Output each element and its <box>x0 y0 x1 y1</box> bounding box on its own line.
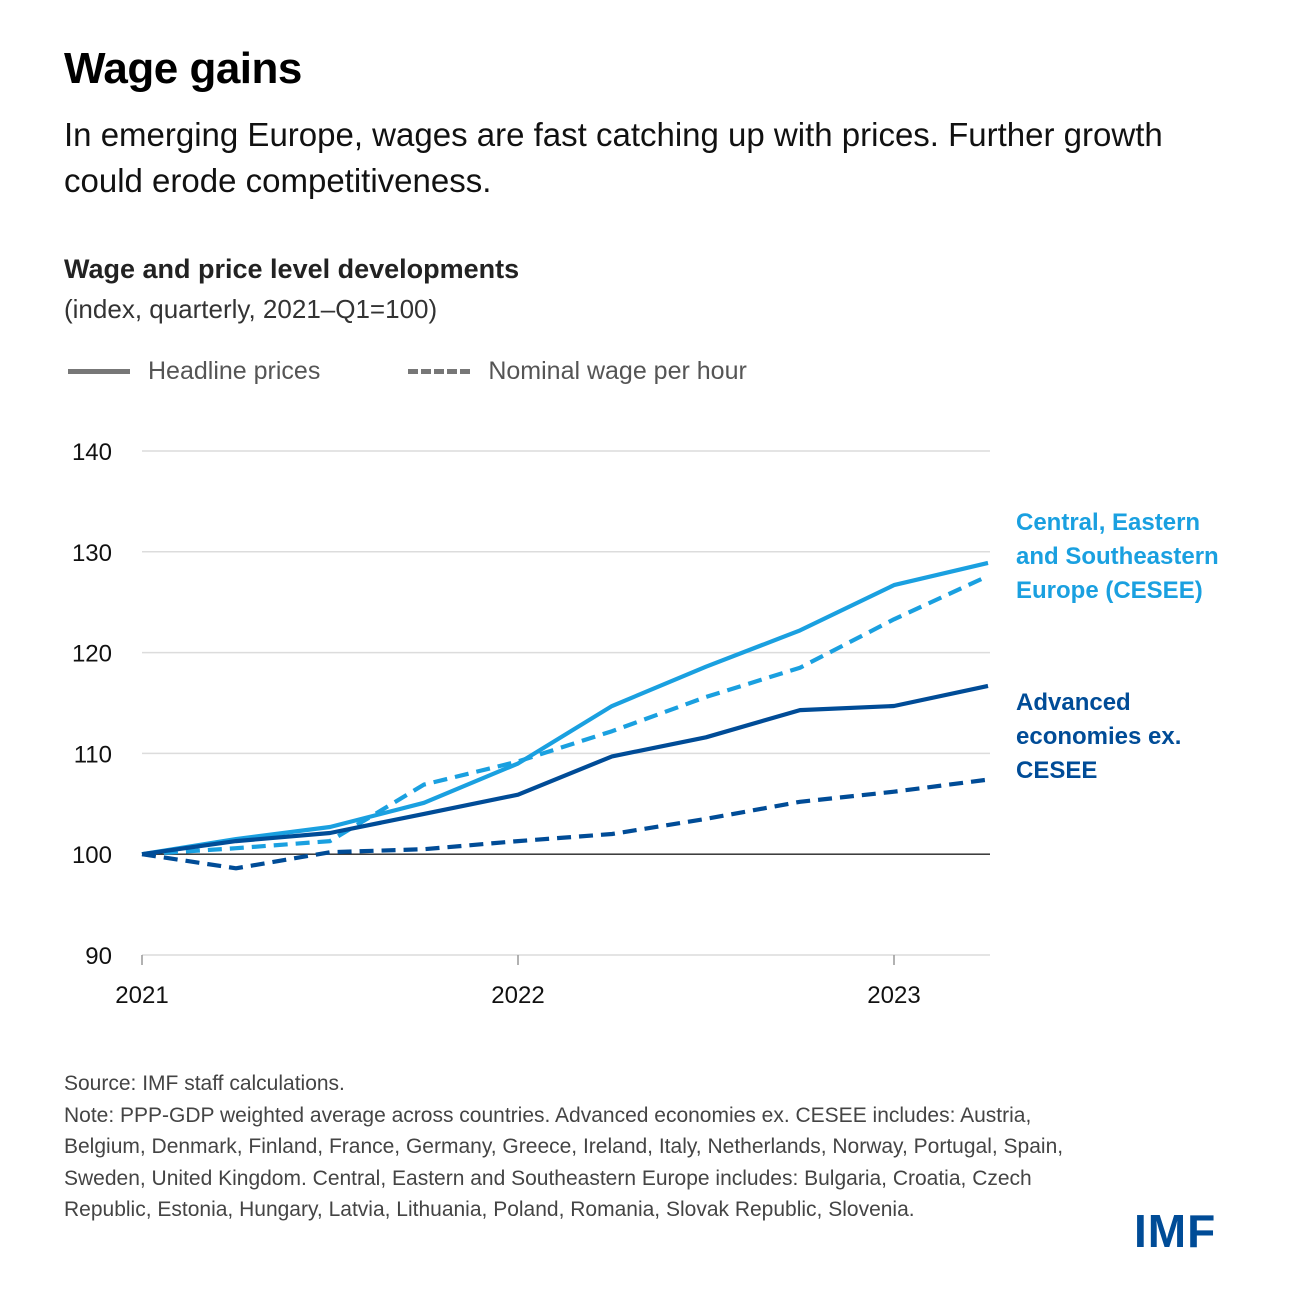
series-label-line: CESEE <box>1016 757 1098 784</box>
axes: 90 100 110 120 130 140 2021 2022 2023 <box>72 439 990 1009</box>
legend-label: Nominal wage per hour <box>488 356 747 385</box>
page-title: Wage gains <box>64 44 302 93</box>
y-tick-label: 100 <box>72 842 112 869</box>
imf-logo: IMF <box>1134 1205 1217 1257</box>
series-label-advanced-economies: Advanced economies ex. CESEE <box>1016 686 1181 788</box>
x-tick-label: 2021 <box>115 982 168 1009</box>
chart-title: Wage and price level developments <box>64 254 520 284</box>
y-tick-label: 130 <box>72 540 112 567</box>
source-text: Source: IMF staff calculations. <box>64 1072 345 1095</box>
legend-item-headline-prices: Headline prices <box>68 357 320 386</box>
x-tick-label: 2023 <box>867 982 920 1009</box>
x-tick-label: 2022 <box>491 982 544 1009</box>
series-label-line: economies ex. <box>1016 723 1182 750</box>
y-tick-label: 90 <box>85 943 112 970</box>
series-label-line: and Southeastern <box>1016 543 1219 570</box>
y-tick-label: 140 <box>72 439 112 466</box>
chart-notes: Source: IMF staff calculations. Note: PP… <box>64 1068 1084 1226</box>
legend-item-nominal-wage: Nominal wage per hour <box>408 356 747 386</box>
page-subtitle: In emerging Europe, wages are fast catch… <box>64 116 1163 199</box>
series-line-ae-headline-prices <box>141 683 989 857</box>
series-line-cesee-nominal-wage-per-hour <box>141 574 989 857</box>
chart-subtitle: (index, quarterly, 2021–Q1=100) <box>64 294 438 324</box>
series-label-cesee: Central, Eastern and Southeastern Europe… <box>1016 506 1219 608</box>
grid-lines <box>142 450 990 956</box>
y-tick-label: 120 <box>72 641 112 668</box>
solid-line-swatch-icon <box>68 368 130 374</box>
y-tick-label: 110 <box>74 741 112 768</box>
legend-label: Headline prices <box>148 356 321 385</box>
dashed-line-swatch-icon <box>408 368 471 374</box>
series-line-cesee-headline-prices <box>141 560 989 857</box>
series-label-line: Central, Eastern <box>1016 509 1201 536</box>
series-line-ae-nominal-wage-per-hour <box>141 777 989 871</box>
series-label-line: Advanced <box>1016 689 1131 716</box>
series-lines <box>141 560 989 871</box>
chart-legend: Headline prices Nominal wage per hour <box>68 356 835 386</box>
series-label-line: Europe (CESEE) <box>1016 577 1203 604</box>
note-text: Note: PPP-GDP weighted average across co… <box>64 1103 1064 1222</box>
